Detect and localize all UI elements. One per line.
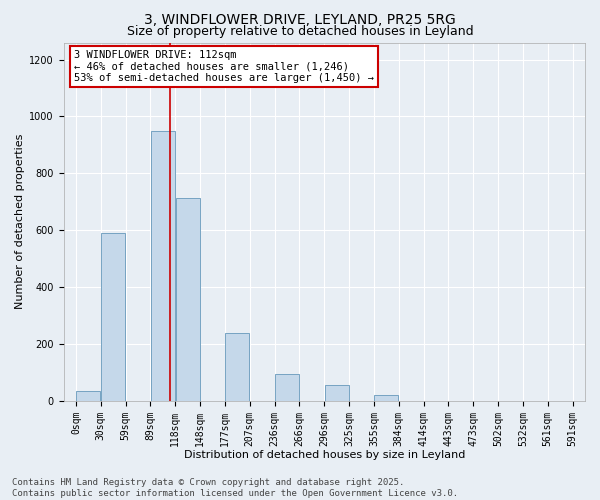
Bar: [275, 374, 299, 401]
Text: 3, WINDFLOWER DRIVE, LEYLAND, PR25 5RG: 3, WINDFLOWER DRIVE, LEYLAND, PR25 5RG: [144, 12, 456, 26]
Bar: [176, 198, 200, 401]
Text: 3 WINDFLOWER DRIVE: 112sqm
← 46% of detached houses are smaller (1,246)
53% of s: 3 WINDFLOWER DRIVE: 112sqm ← 46% of deta…: [74, 50, 374, 83]
Bar: [151, 130, 175, 401]
Text: Contains HM Land Registry data © Crown copyright and database right 2025.
Contai: Contains HM Land Registry data © Crown c…: [12, 478, 458, 498]
Bar: [225, 332, 250, 401]
X-axis label: Distribution of detached houses by size in Leyland: Distribution of detached houses by size …: [184, 450, 465, 460]
Text: Size of property relative to detached houses in Leyland: Size of property relative to detached ho…: [127, 25, 473, 38]
Bar: [101, 233, 125, 401]
Bar: [374, 395, 398, 401]
Bar: [76, 391, 100, 401]
Bar: [325, 385, 349, 401]
Y-axis label: Number of detached properties: Number of detached properties: [15, 134, 25, 310]
